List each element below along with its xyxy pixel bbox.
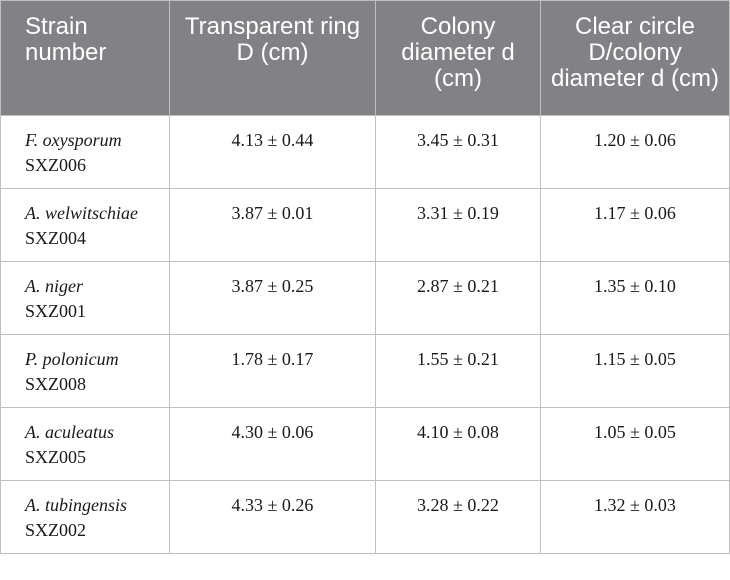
colony-value: 3.31 ± 0.19	[375, 188, 541, 262]
strain-code: SXZ002	[25, 520, 87, 540]
ratio-value: 1.32 ± 0.03	[540, 480, 730, 554]
table-row: P. polonicum SXZ008 1.78 ± 0.17 1.55 ± 0…	[0, 334, 730, 408]
table-row: A. welwitschiae SXZ004 3.87 ± 0.01 3.31 …	[0, 188, 730, 262]
species-name: F. oxysporum	[25, 130, 122, 150]
ratio-value: 1.17 ± 0.06	[540, 188, 730, 262]
ring-value: 4.30 ± 0.06	[169, 407, 376, 481]
strain-cell: A. welwitschiae SXZ004	[0, 188, 170, 262]
strain-code: SXZ004	[25, 228, 87, 248]
strain-cell: A. niger SXZ001	[0, 261, 170, 335]
strain-cell: P. polonicum SXZ008	[0, 334, 170, 408]
colony-value: 3.28 ± 0.22	[375, 480, 541, 554]
species-name: A. welwitschiae	[25, 203, 138, 223]
table-row: A. niger SXZ001 3.87 ± 0.25 2.87 ± 0.21 …	[0, 261, 730, 335]
ring-value: 4.33 ± 0.26	[169, 480, 376, 554]
table-row: A. tubingensis SXZ002 4.33 ± 0.26 3.28 ±…	[0, 480, 730, 554]
species-name: A. aculeatus	[25, 422, 114, 442]
ratio-value: 1.35 ± 0.10	[540, 261, 730, 335]
header-ratio: Clear circle D/colony diameter d (cm)	[540, 0, 730, 116]
strain-cell: F. oxysporum SXZ006	[0, 115, 170, 189]
species-name: P. polonicum	[25, 349, 119, 369]
ratio-value: 1.05 ± 0.05	[540, 407, 730, 481]
ring-value: 3.87 ± 0.01	[169, 188, 376, 262]
strain-cell: A. aculeatus SXZ005	[0, 407, 170, 481]
header-colony-diameter: Colony diameter d (cm)	[375, 0, 541, 116]
strain-cell: A. tubingensis SXZ002	[0, 480, 170, 554]
table-row: A. aculeatus SXZ005 4.30 ± 0.06 4.10 ± 0…	[0, 407, 730, 481]
colony-value: 4.10 ± 0.08	[375, 407, 541, 481]
header-transparent-ring: Transparent ring D (cm)	[169, 0, 376, 116]
header-row: Strain number Transparent ring D (cm) Co…	[0, 0, 730, 116]
ring-value: 1.78 ± 0.17	[169, 334, 376, 408]
header-strain-number: Strain number	[0, 0, 170, 116]
table-body: F. oxysporum SXZ006 4.13 ± 0.44 3.45 ± 0…	[0, 115, 730, 554]
ratio-value: 1.15 ± 0.05	[540, 334, 730, 408]
table-row: F. oxysporum SXZ006 4.13 ± 0.44 3.45 ± 0…	[0, 115, 730, 189]
ratio-value: 1.20 ± 0.06	[540, 115, 730, 189]
colony-value: 2.87 ± 0.21	[375, 261, 541, 335]
strain-code: SXZ001	[25, 301, 87, 321]
ring-value: 3.87 ± 0.25	[169, 261, 376, 335]
ring-value: 4.13 ± 0.44	[169, 115, 376, 189]
strain-measurement-table: Strain number Transparent ring D (cm) Co…	[0, 0, 730, 554]
strain-code: SXZ005	[25, 447, 87, 467]
colony-value: 3.45 ± 0.31	[375, 115, 541, 189]
species-name: A. tubingensis	[25, 495, 127, 515]
strain-code: SXZ008	[25, 374, 87, 394]
species-name: A. niger	[25, 276, 83, 296]
colony-value: 1.55 ± 0.21	[375, 334, 541, 408]
strain-code: SXZ006	[25, 155, 87, 175]
table-header: Strain number Transparent ring D (cm) Co…	[0, 0, 730, 116]
